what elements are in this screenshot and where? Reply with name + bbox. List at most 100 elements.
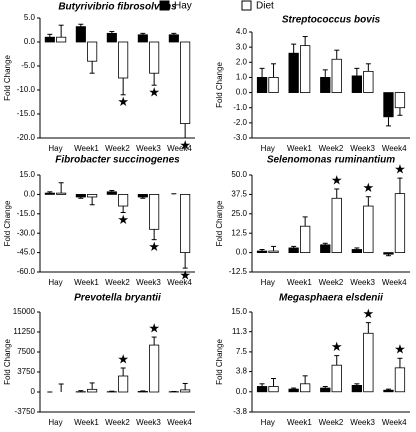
legend-label: Hay [174,1,192,12]
y-tick-label: 0.0 [236,387,248,396]
significance-star: ★ [117,212,129,227]
x-tick-label: Hay [48,418,62,427]
bar [180,389,191,393]
bar [268,250,279,254]
y-axis-label: Fold Change [215,200,224,246]
bar [137,391,148,393]
x-tick-label: Week1 [74,418,99,427]
chart-title: Fibrobacter succinogenes [55,155,180,166]
significance-star: ★ [331,172,343,187]
chart-title: Prevotella bryantii [74,293,161,304]
y-tick-label: 7500 [17,347,35,356]
bar [268,77,279,93]
chart-title: Selenomonas ruminantium [267,155,395,166]
y-tick-label: 3.8 [236,367,248,376]
y-axis-label: Fold Change [3,55,12,101]
bar [383,252,394,255]
x-tick-label: Hay [48,278,62,287]
bar [288,52,299,93]
x-tick-label: Week2 [319,278,344,287]
bar [44,192,55,195]
significance-star: ★ [363,306,375,321]
bar [320,244,331,253]
bar [180,41,191,124]
bar [394,367,406,393]
bar [256,250,268,254]
y-tick-label: 5.0 [24,13,36,22]
y-tick-label: -20.0 [17,133,36,142]
y-tick-label: 50.0 [231,170,247,179]
x-tick-label: Week2 [105,418,130,427]
legend-swatch [241,0,252,11]
y-axis-label: Fold Change [215,339,224,385]
bar [320,77,331,93]
x-tick-label: Hay [48,144,62,153]
bar [351,249,362,254]
bar [118,193,129,207]
y-tick-label: 11250 [13,327,35,336]
significance-star: ★ [117,94,129,109]
bar [56,192,67,195]
y-tick-label: -3750 [15,407,36,416]
legend-label: Diet [256,1,274,12]
y-tick-label: 0 [31,387,36,396]
x-tick-label: Week2 [105,278,130,287]
significance-star: ★ [179,268,191,283]
bar [106,32,117,43]
x-tick-label: Week1 [74,278,99,287]
y-axis-label: Fold Change [3,200,12,246]
y-tick-label: 15.0 [19,170,35,179]
bar [75,26,86,43]
significance-star: ★ [148,239,160,254]
x-tick-label: Week3 [350,144,375,153]
significance-star: ★ [394,162,406,177]
x-tick-label: Week3 [136,278,161,287]
y-tick-label: 0.0 [24,190,36,199]
bar [87,193,98,198]
bar [299,45,311,93]
y-tick-label: -30.0 [17,228,36,237]
y-tick-label: 37.5 [231,190,247,199]
y-tick-label: -10.0 [17,85,36,94]
y-tick-label: 15.0 [231,307,247,316]
bar [268,386,279,393]
y-tick-label: 0.0 [236,88,248,97]
y-tick-label: 25.0 [231,209,247,218]
bar [56,36,67,43]
bar [363,70,374,93]
x-tick-label: Week1 [287,418,312,427]
significance-star: ★ [148,321,160,336]
y-tick-label: 2.0 [236,57,248,66]
y-tick-label: -15.0 [17,209,36,218]
bar [137,34,148,43]
x-tick-label: Week3 [136,418,161,427]
x-tick-label: Week3 [136,144,161,153]
bar [44,36,55,43]
bar [180,193,191,253]
y-tick-label: -12.5 [229,267,248,276]
y-tick-label: -15.0 [17,109,36,118]
y-tick-label: 7.5 [236,347,248,356]
bar [149,193,160,230]
x-tick-label: Week2 [319,144,344,153]
y-tick-label: 0.0 [24,37,36,46]
bar [256,77,268,93]
bar [149,344,160,393]
bar [137,193,148,198]
y-tick-label: 3750 [17,367,35,376]
bar [331,197,342,253]
y-tick-label: -3.0 [233,133,247,142]
bar [75,193,86,198]
bar [394,92,406,109]
y-tick-label: 12.5 [231,228,247,237]
y-tick-label: -3.8 [233,407,247,416]
x-tick-label: Week3 [350,278,375,287]
bar [299,383,311,393]
bar [363,332,374,393]
y-tick-label: 3.0 [236,42,248,51]
significance-star: ★ [394,342,406,357]
y-tick-label: -45.0 [17,248,36,257]
x-tick-label: Hay [261,278,275,287]
x-tick-label: Hay [261,144,275,153]
